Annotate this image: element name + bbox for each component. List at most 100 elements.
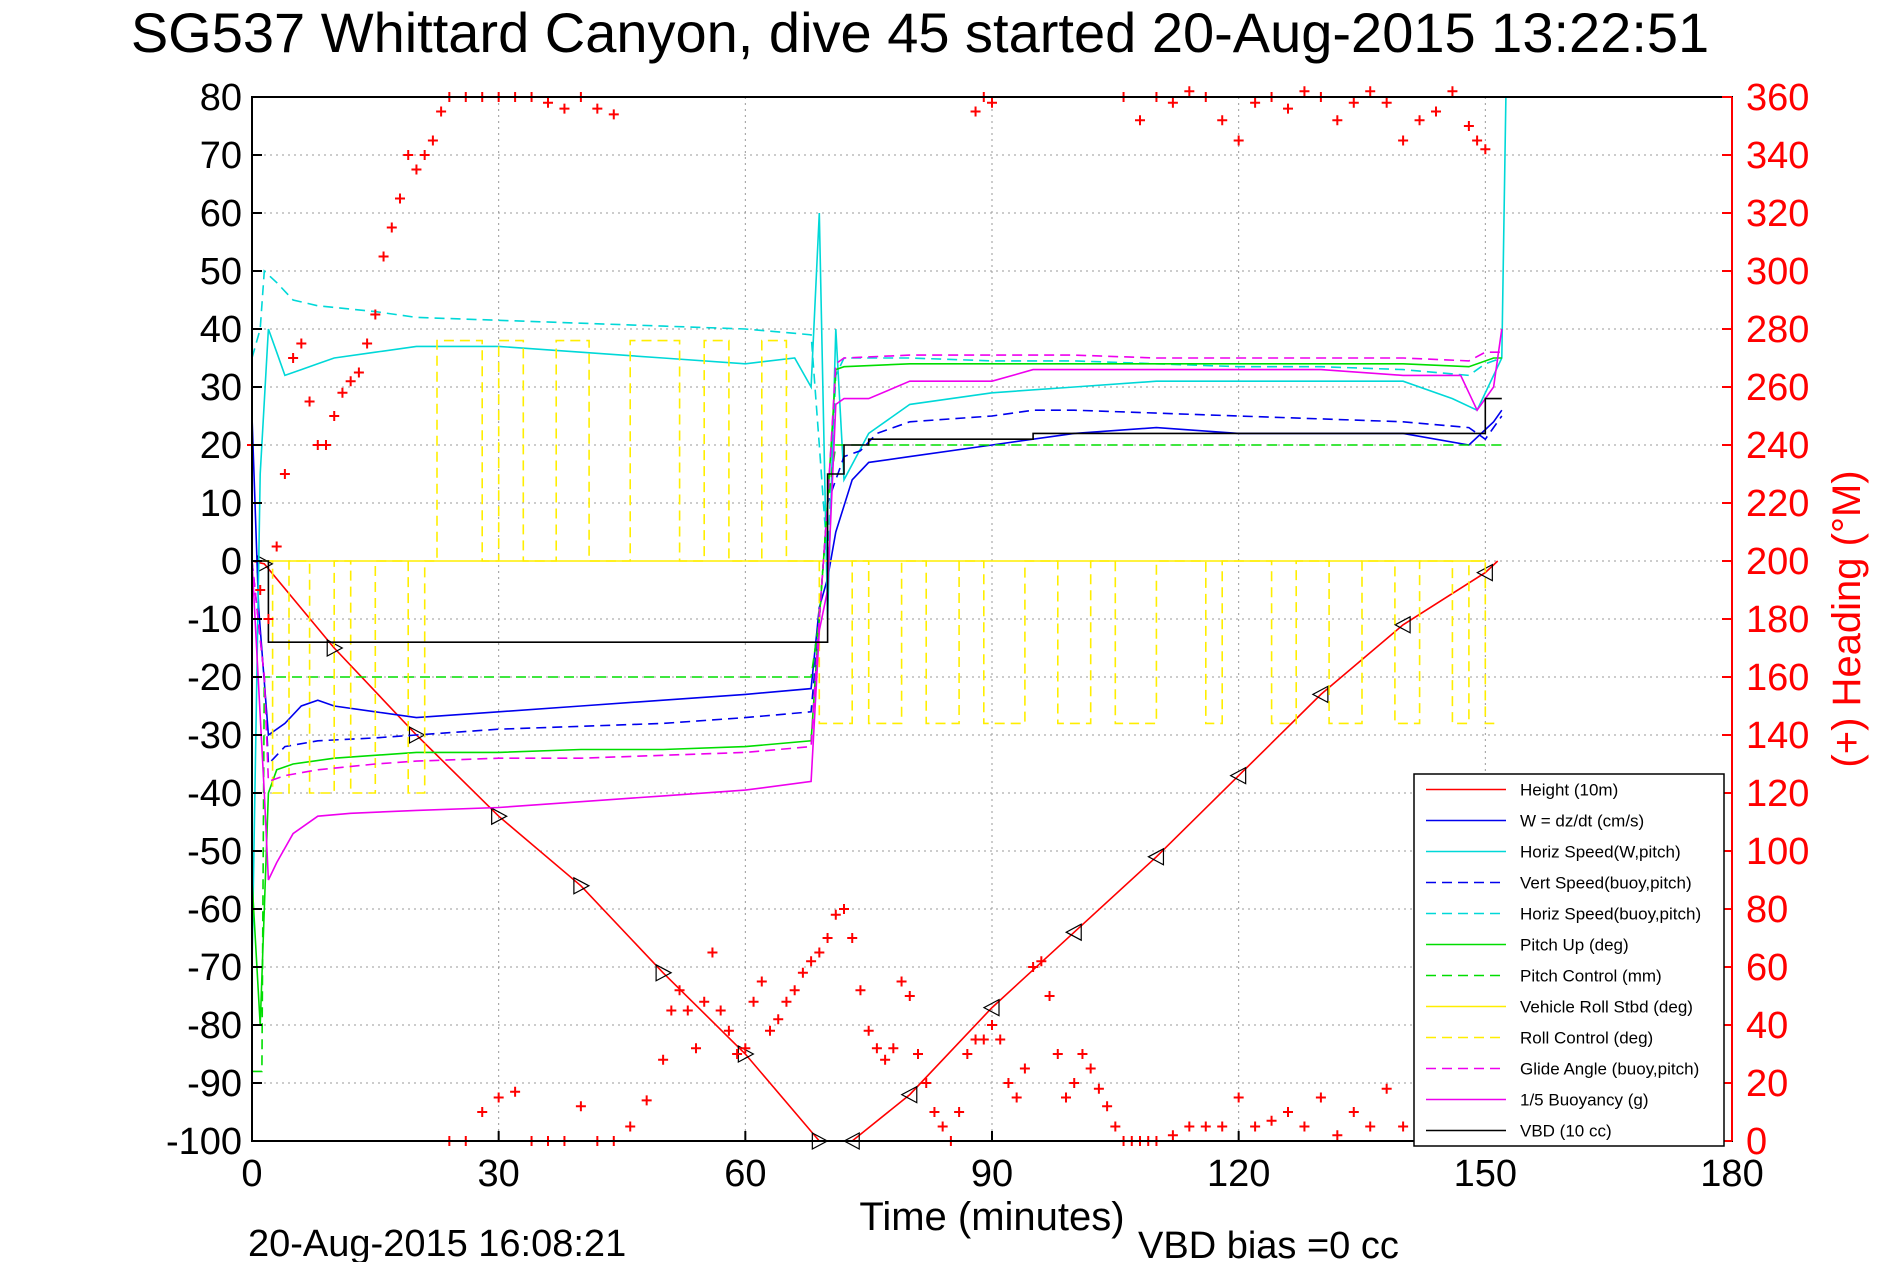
heading-marker — [691, 1043, 701, 1054]
heading-marker — [370, 309, 381, 320]
x-tick-label: 150 — [1454, 1153, 1517, 1195]
heading-marker — [1266, 1115, 1277, 1126]
heading-marker — [987, 97, 997, 108]
heading-marker — [1184, 1121, 1195, 1132]
heading-marker — [411, 164, 422, 175]
height-triangle-marker — [1311, 685, 1329, 704]
heading-marker — [1019, 1063, 1030, 1074]
heading-marker — [1398, 1121, 1409, 1132]
x-tick-label: 90 — [971, 1153, 1013, 1195]
y-tick-label: 40 — [200, 309, 242, 351]
y-tick-label: -10 — [187, 599, 242, 641]
heading-marker — [419, 150, 430, 160]
heading-marker — [1217, 115, 1228, 126]
heading-marker — [1044, 991, 1055, 1001]
heading-marker — [806, 956, 817, 967]
heading-marker — [1299, 1121, 1310, 1132]
heading-marker — [641, 1095, 652, 1106]
y-tick-label: -70 — [187, 947, 242, 989]
height-triangle-marker — [573, 876, 591, 895]
heading-marker — [493, 1092, 504, 1103]
heading-marker — [329, 411, 340, 421]
heading-marker — [1085, 1063, 1096, 1074]
heading-marker — [1011, 1092, 1022, 1103]
y-tick-label: -30 — [187, 715, 242, 757]
y-tick-label: -40 — [187, 773, 242, 815]
legend-label: Glide Angle (buoy,pitch) — [1520, 1060, 1699, 1079]
y-tick-label: -100 — [166, 1121, 242, 1163]
heading-marker — [477, 1107, 488, 1117]
series-line-3 — [251, 409, 1503, 766]
heading-marker — [1315, 1092, 1326, 1103]
y-tick-label: 50 — [200, 251, 242, 293]
heading-marker — [345, 376, 356, 387]
heading-marker — [682, 1005, 693, 1016]
heading-marker — [1463, 121, 1474, 131]
y-tick-label: 70 — [200, 135, 242, 177]
series-line-4 — [251, 269, 1503, 562]
legend-label: W = dz/dt (cm/s) — [1520, 812, 1644, 831]
series-line-11 — [252, 397, 1502, 644]
height-triangle-marker — [491, 807, 508, 826]
legend-label: Height (10m) — [1520, 781, 1618, 800]
heading-marker — [378, 251, 389, 262]
heading-marker — [1110, 1121, 1121, 1132]
heading-marker — [395, 193, 405, 204]
x-tick-label: 60 — [724, 1153, 766, 1195]
heading-marker — [962, 1049, 973, 1059]
y2-tick-label: 140 — [1746, 715, 1809, 757]
y-tick-label: -20 — [187, 657, 242, 699]
heading-marker — [756, 976, 767, 987]
heading-marker — [1332, 1130, 1343, 1141]
heading-marker — [427, 135, 438, 146]
y2-axis-label: (+) Heading (°M) — [1825, 470, 1869, 767]
y2-tick-label: 200 — [1746, 541, 1809, 583]
heading-marker — [888, 1043, 899, 1054]
footer-timestamp: 20-Aug-2015 16:08:21 — [248, 1223, 626, 1262]
heading-marker — [871, 1043, 882, 1054]
heading-marker — [723, 1025, 734, 1036]
y-tick-label: -60 — [187, 889, 242, 931]
heading-marker — [1003, 1078, 1014, 1088]
series-line-6 — [252, 444, 1502, 1073]
heading-marker — [995, 1034, 1006, 1045]
heading-marker — [386, 222, 397, 233]
y2-tick-label: 280 — [1746, 309, 1809, 351]
heading-marker — [666, 1005, 677, 1016]
heading-marker — [1283, 1107, 1293, 1117]
heading-marker — [937, 1121, 948, 1132]
heading-marker — [321, 440, 331, 450]
series-line-2 — [251, 96, 1507, 968]
heading-marker — [978, 1034, 989, 1045]
heading-marker — [296, 338, 307, 349]
heading-marker — [1233, 1092, 1244, 1103]
heading-marker — [304, 396, 315, 407]
heading-marker — [1135, 115, 1145, 126]
heading-marker — [1052, 1049, 1063, 1059]
y-tick-label: 30 — [200, 367, 242, 409]
legend-label: VBD (10 cc) — [1520, 1122, 1612, 1141]
heading-marker — [904, 991, 915, 1001]
heading-marker — [510, 1086, 521, 1097]
heading-marker — [707, 947, 718, 958]
heading-marker — [1381, 97, 1392, 108]
series-line-8 — [264, 339, 1498, 794]
heading-marker — [913, 1049, 923, 1059]
heading-marker — [1431, 106, 1441, 117]
x-tick-label: 120 — [1207, 1153, 1270, 1195]
legend: Height (10m) W = dz/dt (cm/s) Horiz Speed(… — [1413, 773, 1725, 1147]
legend-label: 1/5 Buoyancy (g) — [1520, 1091, 1649, 1110]
heading-marker — [830, 909, 841, 920]
heading-marker — [880, 1054, 891, 1065]
heading-marker — [748, 996, 759, 1007]
heading-marker — [1077, 1049, 1088, 1059]
heading-marker — [353, 367, 364, 378]
heading-marker — [608, 109, 619, 120]
heading-marker — [987, 1020, 997, 1030]
height-triangle-marker — [1147, 847, 1165, 866]
heading-marker — [1348, 1107, 1359, 1117]
y-tick-label: 80 — [200, 77, 242, 119]
heading-marker — [263, 614, 274, 624]
heading-marker — [855, 985, 866, 996]
